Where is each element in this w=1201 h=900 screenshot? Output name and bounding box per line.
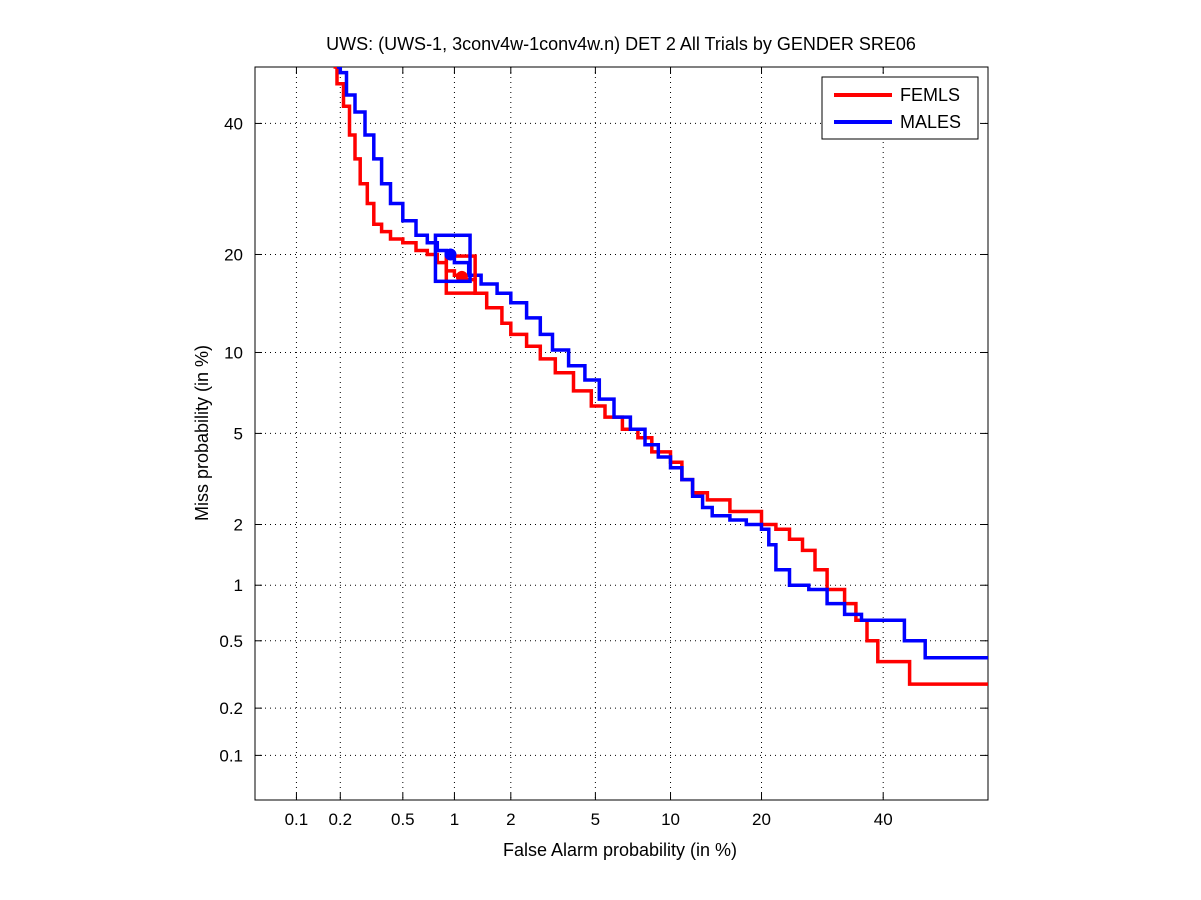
x-tick-label: 10: [661, 810, 680, 829]
legend-label-femls: FEMLS: [900, 85, 960, 105]
x-axis-label: False Alarm probability (in %): [503, 840, 737, 860]
series-layer: [333, 67, 988, 686]
y-axis-label: Miss probability (in %): [192, 345, 212, 521]
y-tick-label: 20: [224, 245, 243, 264]
y-tick-label: 0.5: [219, 632, 243, 651]
operating-point-box-femls: [444, 254, 477, 295]
y-tick-label: 2: [234, 515, 243, 534]
y-tick-label: 0.1: [219, 746, 243, 765]
y-tick-label: 1: [234, 576, 243, 595]
x-tick-label: 1: [450, 810, 459, 829]
y-tick-label: 40: [224, 114, 243, 133]
operating-point-box-males: [433, 233, 472, 284]
x-tick-label: 0.5: [391, 810, 415, 829]
x-tick-label: 20: [752, 810, 771, 829]
y-tick-label: 10: [224, 343, 243, 362]
x-tick-label: 5: [591, 810, 600, 829]
marker-layer: [433, 233, 477, 295]
chart-title: UWS: (UWS-1, 3conv4w-1conv4w.n) DET 2 Al…: [326, 34, 916, 54]
tick-layer: 0.1 0.2 0.5 1 2 5 10 20 40 0.1 0.2 0.5 1 2 5 10 20 40: [219, 67, 988, 829]
y-tick-label: 0.2: [219, 699, 243, 718]
series-line-males: [337, 67, 988, 660]
x-tick-label: 0.2: [328, 810, 352, 829]
x-tick-label: 2: [506, 810, 515, 829]
x-tick-label: 0.1: [285, 810, 309, 829]
legend: FEMLS MALES: [821, 76, 979, 140]
operating-point-dot-males: [444, 248, 457, 261]
series-line-femls: [333, 67, 988, 686]
legend-box: [821, 76, 979, 140]
plot-frame: [254, 66, 989, 801]
y-tick-label: 5: [234, 424, 243, 443]
x-tick-label: 40: [874, 810, 893, 829]
grid-layer: [255, 67, 988, 800]
legend-label-males: MALES: [900, 112, 961, 132]
